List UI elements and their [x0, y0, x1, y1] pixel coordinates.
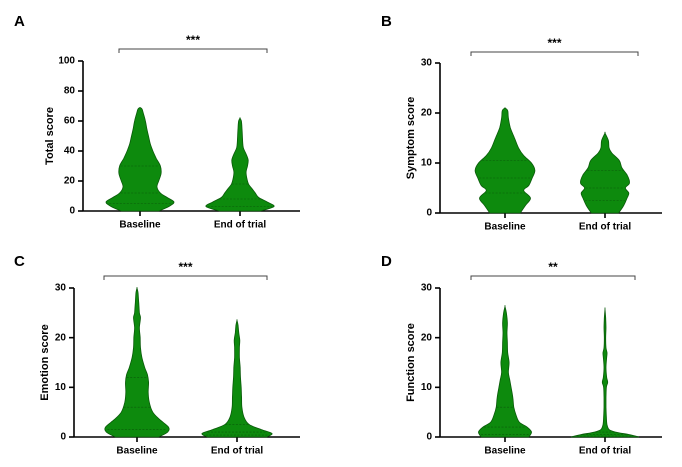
panel-label: D [381, 253, 392, 270]
significance-label: *** [178, 260, 192, 274]
y-tick-label: 10 [421, 382, 433, 393]
significance-label: *** [186, 33, 200, 47]
panel-d: D 0 10 20 30 Function score Baseline End of tri… [381, 253, 662, 457]
y-tick-label: 80 [64, 86, 76, 97]
violin-baseline [104, 287, 170, 438]
violin-baseline [105, 106, 175, 212]
y-tick-label: 10 [421, 158, 433, 169]
x-category-label: End of trial [579, 222, 631, 233]
y-tick-label: 100 [58, 56, 75, 67]
y-tick-label: 30 [421, 58, 433, 69]
violin-end-of-trial [205, 117, 275, 212]
y-tick-label: 20 [421, 108, 433, 119]
panel-label: A [14, 13, 25, 30]
violin-end-of-trial [580, 131, 630, 214]
x-category-label: Baseline [484, 222, 526, 233]
y-tick-label: 30 [421, 283, 433, 294]
x-category-label: Baseline [119, 220, 161, 231]
y-tick-label: 40 [64, 146, 76, 157]
x-category-label: Baseline [484, 446, 526, 457]
significance-label: ** [548, 260, 558, 274]
y-tick-label: 0 [426, 432, 432, 443]
y-axis-title: Emotion score [39, 324, 51, 400]
x-category-label: End of trial [579, 446, 631, 457]
panel-label: B [381, 13, 392, 30]
violin-end-of-trial [201, 319, 273, 438]
panel-b: B 0 10 20 30 Symptom score Baseline End of tria… [381, 13, 662, 233]
significance-bracket [118, 48, 268, 53]
x-category-label: End of trial [211, 446, 263, 457]
y-tick-label: 0 [426, 208, 432, 219]
violin-end-of-trial [570, 307, 640, 438]
panel-c: C 0 10 20 30 Emotion score Baseline End of tria… [14, 253, 300, 457]
x-category-label: Baseline [116, 446, 158, 457]
panel-label: C [14, 253, 25, 270]
y-tick-label: 0 [69, 206, 75, 217]
y-tick-label: 10 [55, 382, 67, 393]
violin-baseline [478, 305, 532, 438]
significance-bracket [470, 275, 636, 280]
y-axis-title: Function score [405, 323, 417, 402]
significance-label: *** [547, 36, 561, 50]
y-axis-title: Total score [44, 107, 56, 165]
y-tick-label: 20 [64, 176, 76, 187]
y-tick-label: 0 [60, 432, 66, 443]
significance-bracket [103, 275, 268, 280]
panel-a: A 0 20 40 60 80 100 Total score Baseline End of t… [14, 13, 300, 231]
y-tick-label: 20 [55, 332, 67, 343]
y-axis-title: Symptom score [405, 97, 417, 180]
y-tick-label: 60 [64, 116, 76, 127]
x-category-label: End of trial [214, 220, 266, 231]
significance-bracket [470, 51, 639, 56]
y-tick-label: 20 [421, 332, 433, 343]
y-tick-label: 30 [55, 283, 67, 294]
